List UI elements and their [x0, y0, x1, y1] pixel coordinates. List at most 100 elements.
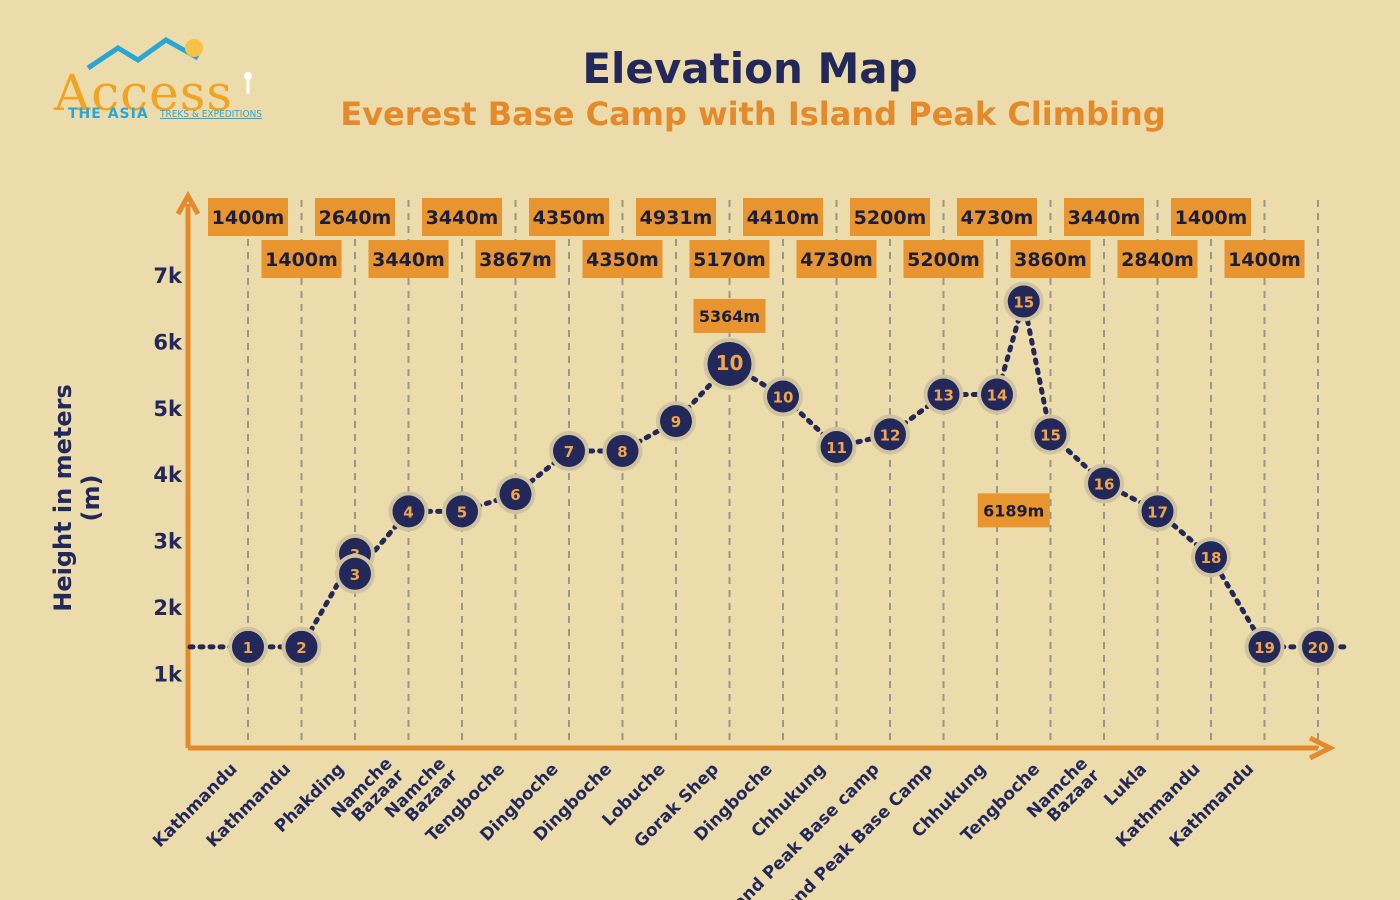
y-axis-arrow — [175, 190, 201, 216]
elevation-label-box — [475, 240, 556, 278]
elevation-label-box — [1010, 240, 1091, 278]
elevation-point — [1088, 467, 1120, 500]
y-tick-label: 7k — [153, 264, 183, 288]
elevation-point — [1195, 541, 1227, 574]
page-title: Elevation Map — [582, 44, 918, 93]
elevation-point — [874, 418, 906, 451]
y-axis-label: Height in meters (m) — [49, 384, 105, 612]
point-label: 16 — [1094, 475, 1115, 493]
elevation-label: 4931m — [640, 207, 713, 229]
elevation-point — [927, 378, 960, 411]
elevation-point — [1007, 285, 1040, 318]
elevation-label: 2640m — [319, 207, 392, 229]
elevation-point — [392, 495, 425, 528]
x-axis-arrow — [1308, 735, 1336, 761]
point-label: 17 — [1147, 503, 1168, 521]
point-label: 1 — [243, 639, 253, 657]
elevation-label: 1400m — [265, 249, 338, 271]
elevation-point — [339, 557, 371, 590]
elevation-point — [981, 378, 1013, 411]
elevation-point — [606, 434, 639, 467]
elevation-point — [767, 380, 799, 413]
elevation-label: 5200m — [854, 207, 927, 229]
elevation-point — [1248, 630, 1281, 663]
x-tick-label: Lukla — [1100, 759, 1151, 810]
point-label: 7 — [564, 443, 574, 461]
elevation-label: 4730m — [961, 207, 1034, 229]
elevation-label-box — [689, 240, 770, 278]
elevation-label-box — [743, 198, 823, 236]
point-label: 15 — [1013, 294, 1034, 312]
elevation-label-box — [1117, 240, 1198, 278]
y-tick-label: 4k — [153, 463, 183, 487]
elevation-point — [1141, 495, 1174, 528]
y-tick-label: 3k — [153, 530, 183, 554]
y-tick-label: 5k — [153, 397, 183, 421]
elevation-label-box — [796, 240, 877, 278]
elevation-label: 4730m — [800, 249, 873, 271]
elevation-label: 1400m — [1175, 207, 1248, 229]
elevation-label-box — [850, 198, 930, 236]
elevation-label: 3440m — [1068, 207, 1141, 229]
elevation-label-box — [1171, 198, 1251, 236]
elevation-point — [446, 495, 478, 528]
elevation-label: 2840m — [1121, 249, 1194, 271]
elevation-point — [232, 630, 264, 663]
annotation-box — [977, 493, 1050, 528]
elevation-label-box — [903, 240, 984, 278]
y-tick-label: 1k — [153, 662, 183, 686]
point-label: 11 — [826, 439, 847, 457]
point-label: 12 — [880, 426, 901, 444]
elevation-point — [820, 430, 853, 463]
point-label: 15 — [1040, 426, 1061, 444]
route-line — [187, 300, 1353, 650]
point-label: 5 — [457, 503, 467, 521]
elevation-point — [707, 341, 752, 386]
point-label: 3 — [350, 566, 360, 584]
y-tick-label: 6k — [153, 330, 183, 354]
elevation-label-box — [315, 198, 395, 236]
elevation-point — [499, 478, 532, 511]
page-subtitle: Everest Base Camp with Island Peak Climb… — [340, 95, 1166, 133]
point-label: 10 — [716, 351, 744, 375]
elevation-label: 3867m — [479, 249, 552, 271]
point-label: 18 — [1201, 549, 1222, 567]
y-tick-label: 2k — [153, 596, 183, 620]
elevation-label: 5200m — [907, 249, 980, 271]
logo-sub: THE ASIA — [68, 106, 149, 122]
elevation-point — [660, 405, 692, 438]
point-label: 8 — [617, 443, 627, 461]
point-label: 4 — [403, 503, 413, 521]
point-label: 13 — [933, 387, 954, 405]
elevation-point — [553, 434, 585, 467]
elevation-label: 5170m — [693, 249, 766, 271]
annotation-box — [693, 298, 766, 333]
annotation-label: 6189m — [983, 501, 1044, 520]
elevation-label-box — [208, 198, 288, 236]
elevation-label-box — [368, 240, 449, 278]
elevation-label-box — [1064, 198, 1144, 236]
elevation-label-box — [957, 198, 1037, 236]
elevation-label: 4350m — [586, 249, 659, 271]
elevation-label: 4350m — [533, 207, 606, 229]
logo-tagline: TREKS & EXPEDITIONS — [160, 109, 262, 120]
elevation-label: 3440m — [372, 249, 445, 271]
point-label: 6 — [510, 486, 520, 504]
point-label: 9 — [671, 413, 681, 431]
elevation-label: 1400m — [212, 207, 285, 229]
elevation-label-box — [529, 198, 609, 236]
elevation-label-box — [261, 240, 342, 278]
annotation-label: 5364m — [699, 307, 760, 326]
elevation-label: 4410m — [747, 207, 820, 229]
elevation-label-box — [636, 198, 716, 236]
elevation-label-box — [1224, 240, 1305, 278]
elevation-point — [1302, 630, 1334, 663]
mountain-logo-icon — [86, 37, 252, 94]
company-logo: Access THE ASIA TREKS & EXPEDITIONS — [48, 34, 268, 134]
elevation-point — [285, 630, 318, 663]
elevation-label: 3860m — [1014, 249, 1087, 271]
elevation-point — [1034, 418, 1067, 451]
elevation-label-box — [422, 198, 502, 236]
